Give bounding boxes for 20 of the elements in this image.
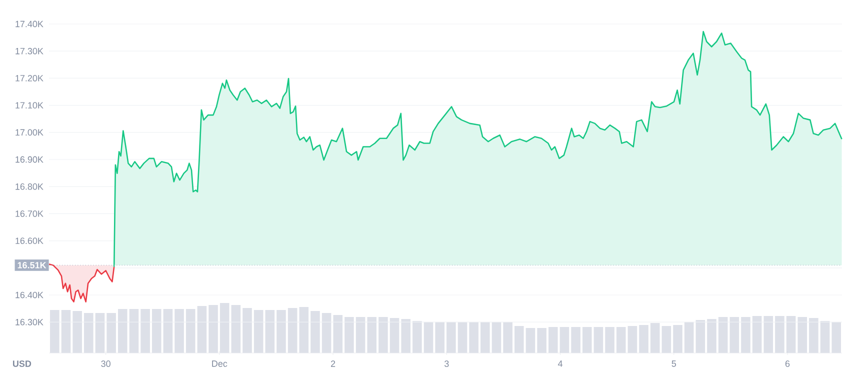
y-tick-label: 16.60K	[16, 238, 44, 244]
y-tick-label: 17.10K	[16, 102, 44, 108]
x-tick-label: 2	[330, 360, 336, 367]
y-tick-label: 17.00K	[16, 129, 44, 136]
y-tick-label: 16.70K	[16, 210, 44, 217]
ref-line-label: 16.51K	[18, 262, 46, 268]
x-tick-label: 5	[672, 360, 676, 367]
y-axis-title: USD	[13, 360, 32, 367]
y-tick-label: 16.90K	[16, 156, 44, 163]
y-tick-label: 16.80K	[16, 183, 44, 190]
y-tick-label: 17.40K	[16, 20, 44, 28]
y-tick-label: 17.20K	[16, 75, 44, 82]
x-tick-label: 4	[558, 360, 562, 367]
y-tick-label: 16.30K	[16, 318, 44, 326]
x-tick-label: 3	[444, 360, 449, 367]
x-tick-label: 30	[101, 360, 110, 367]
y-tick-label: 16.40K	[16, 292, 44, 298]
x-tick-label: Dec	[212, 360, 228, 367]
x-tick-label: 6	[785, 360, 790, 367]
y-tick-label: 17.30K	[16, 48, 44, 54]
